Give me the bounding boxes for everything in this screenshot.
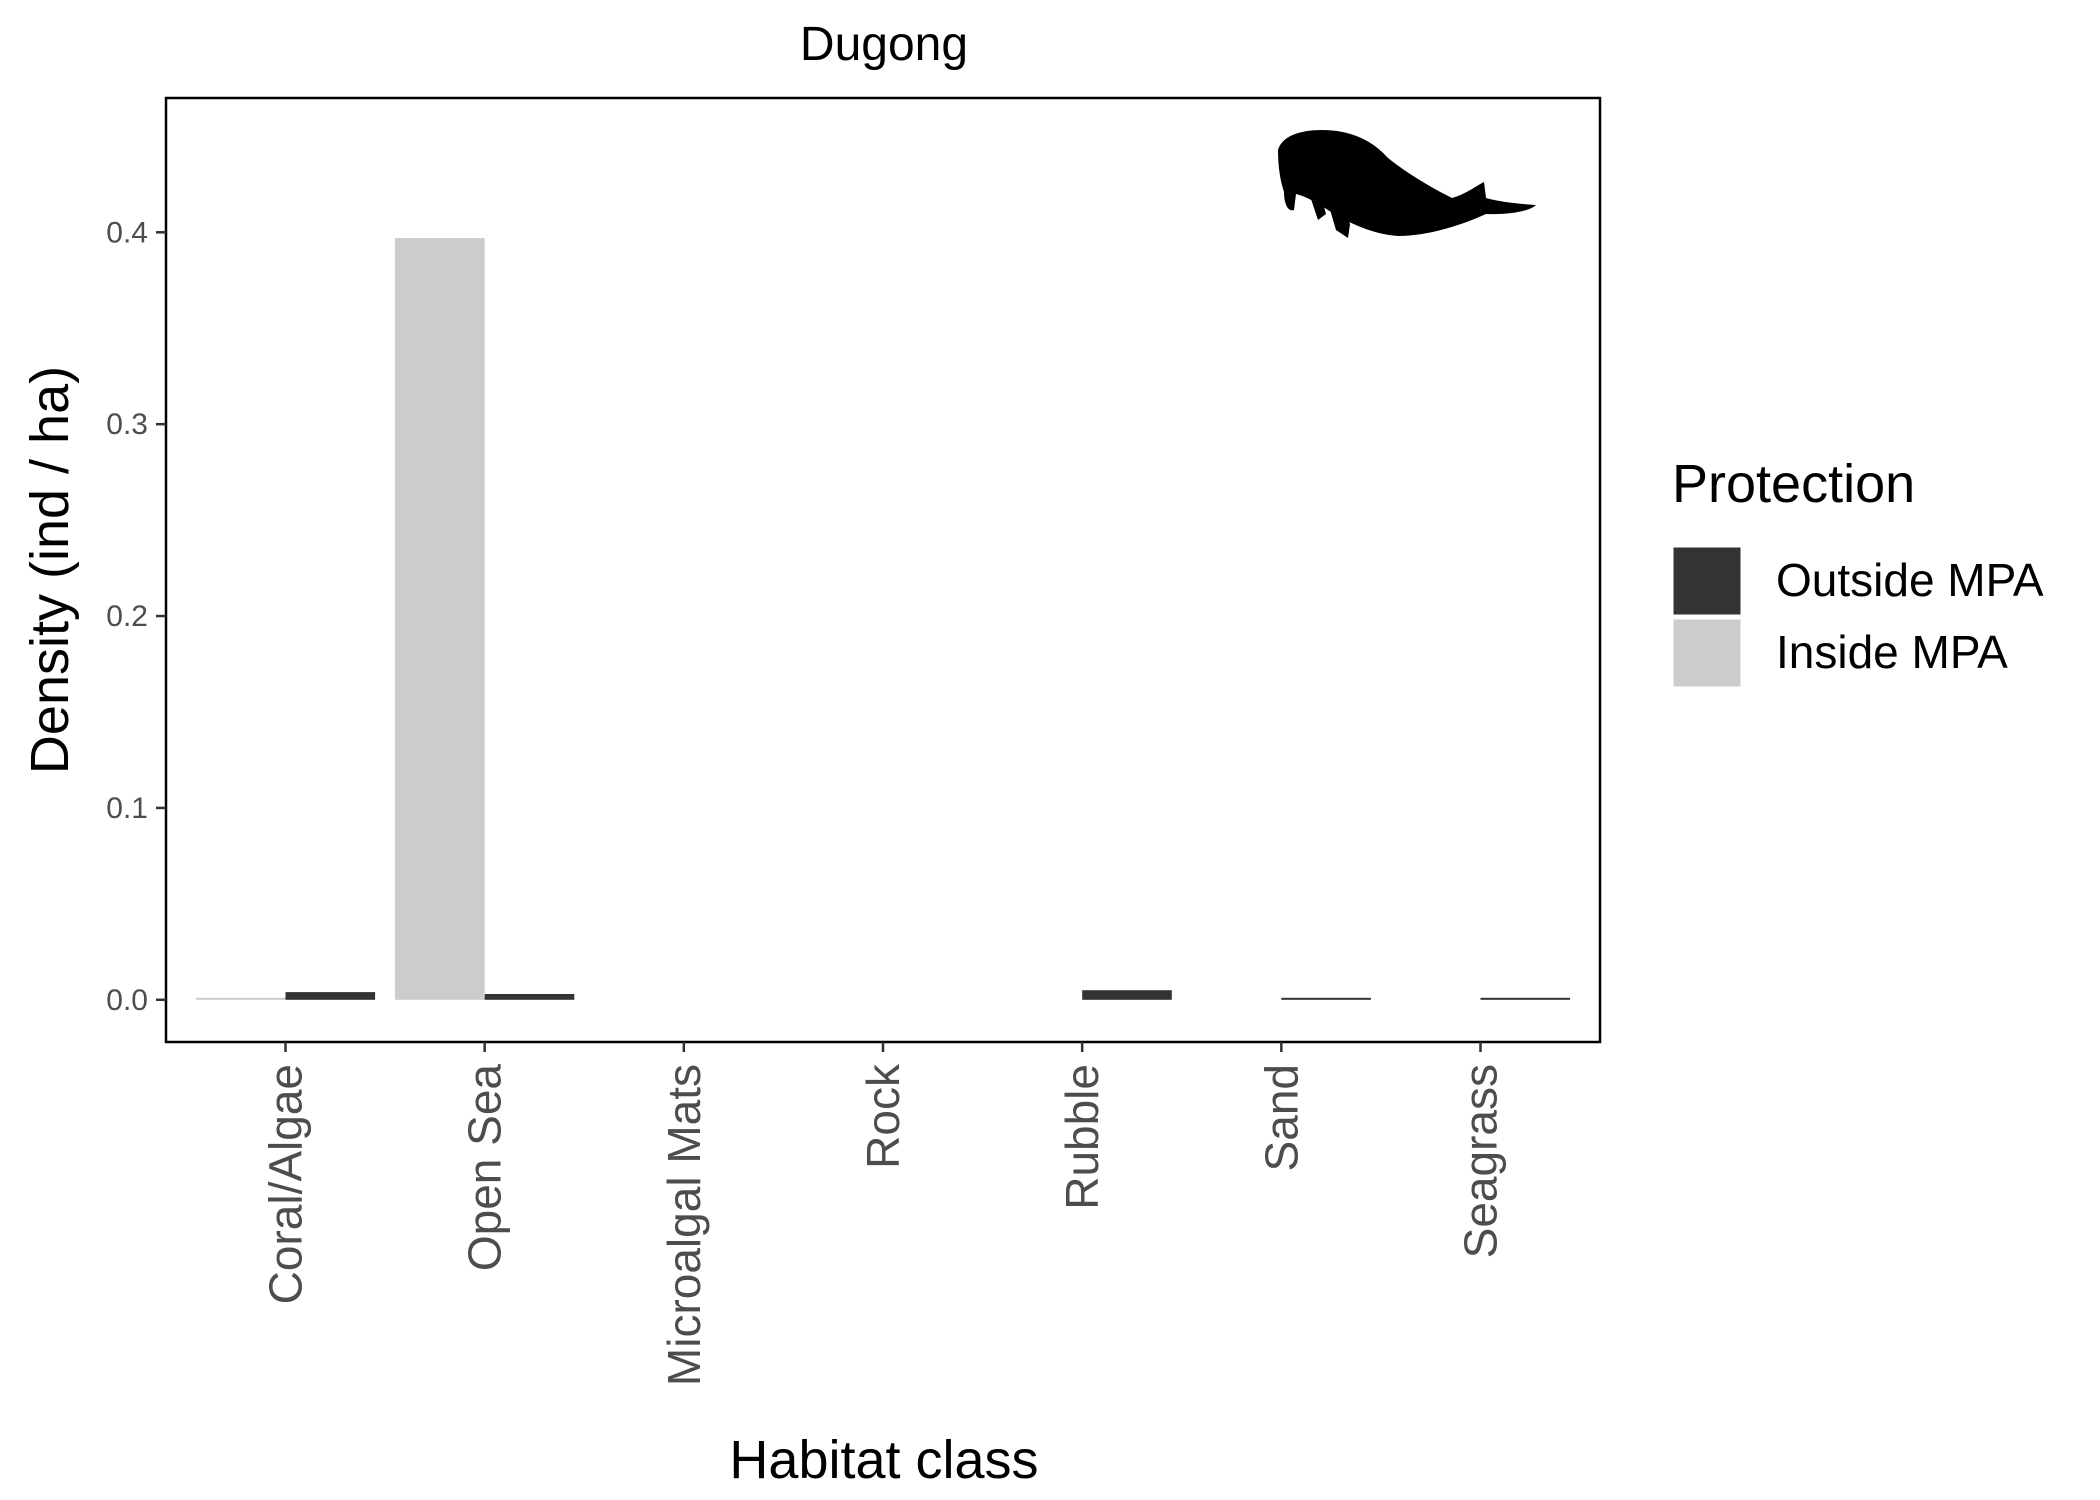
y-tick-label: 0.1: [106, 792, 148, 825]
y-tick-label: 0.4: [106, 216, 148, 249]
bars-layer: [195, 238, 1571, 1000]
legend: Protection Outside MPA Inside MPA: [1670, 454, 2044, 690]
x-tick-label: Open Sea: [459, 1064, 511, 1272]
x-tick-label: Coral/Algae: [260, 1064, 312, 1304]
x-axis-title: Habitat class: [729, 1430, 1038, 1490]
x-axis: Coral/Algae Open Sea Microalgal Mats Rock Ru…: [260, 1042, 1507, 1386]
bar-inside-mpa: [195, 997, 286, 1000]
legend-swatch: [1670, 616, 1744, 690]
bar-outside-mpa: [285, 992, 376, 1000]
chart-title: Dugong: [800, 18, 968, 71]
y-axis: 0.0 0.1 0.2 0.3 0.4: [106, 216, 166, 1017]
bar-outside-mpa: [1082, 990, 1172, 1000]
x-tick-label: Microalgal Mats: [658, 1064, 710, 1386]
bar-outside-mpa: [1281, 997, 1371, 1000]
dugong-silhouette-icon: [1278, 130, 1536, 238]
y-tick-label: 0.2: [106, 600, 148, 633]
x-tick-label: Rock: [857, 1063, 909, 1169]
bar-outside-mpa: [484, 994, 575, 1000]
y-tick-label: 0.3: [106, 408, 148, 441]
legend-title: Protection: [1672, 454, 1915, 514]
plot-panel-border: [164, 96, 1602, 1044]
x-tick-label: Seagrass: [1455, 1064, 1507, 1258]
x-tick-label: Sand: [1255, 1064, 1307, 1171]
legend-label: Inside MPA: [1776, 626, 2008, 678]
legend-swatch: [1670, 544, 1744, 618]
y-axis-title: Density (ind / ha): [20, 366, 80, 774]
bar-inside-mpa: [395, 238, 485, 1000]
y-tick-label: 0.0: [106, 984, 148, 1017]
legend-label: Outside MPA: [1776, 554, 2044, 606]
bar-outside-mpa: [1480, 997, 1571, 1000]
x-tick-label: Rubble: [1056, 1064, 1108, 1210]
